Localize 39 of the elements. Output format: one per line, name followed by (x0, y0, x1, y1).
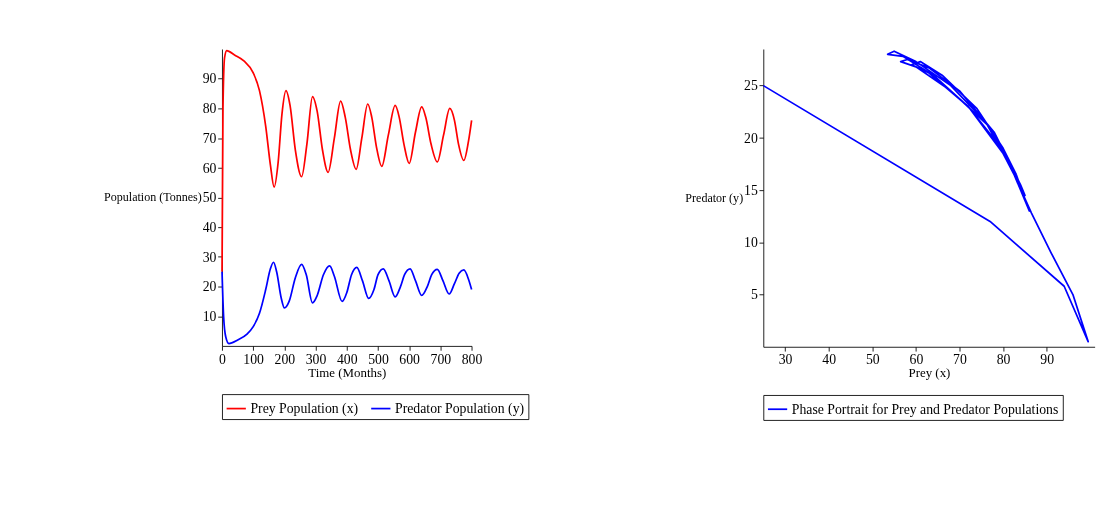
y-axis-title: Population (Tonnes) (104, 190, 202, 205)
x-tick-label: 500 (368, 351, 389, 367)
line-series (762, 50, 1090, 343)
x-tick-label: 50 (865, 352, 880, 368)
y-tick-label: 60 (202, 160, 217, 176)
x-tick-label: 90 (1040, 352, 1055, 368)
x-tick-label: 700 (430, 351, 452, 367)
line-series (221, 49, 473, 273)
legend-label: Predator Population (y) (395, 400, 525, 417)
y-tick-label: 20 (202, 279, 217, 295)
x-tick-label: 400 (336, 351, 358, 367)
x-tick-label: 800 (461, 351, 483, 367)
x-tick-label: 0 (219, 351, 227, 367)
y-tick-label: 20 (744, 130, 758, 146)
x-tick-label: 70 (953, 352, 967, 368)
y-tick-label: 5 (750, 287, 758, 303)
x-tick-label: 30 (778, 352, 793, 368)
x-tick-label: 600 (399, 351, 421, 367)
y-tick-label: 10 (744, 235, 758, 251)
y-tick-label: 10 (202, 309, 217, 325)
x-tick-label: 40 (822, 352, 837, 368)
x-axis-title: Prey (x) (908, 366, 951, 381)
y-tick-label: 30 (202, 249, 217, 265)
y-tick-label: 15 (744, 182, 758, 198)
legend-label: Phase Portrait for Prey and Predator Populations (791, 401, 1059, 417)
y-tick-label: 90 (202, 71, 217, 87)
legend-label: Prey Population (x) (250, 400, 359, 417)
y-tick-label: 40 (202, 219, 217, 235)
x-tick-label: 300 (305, 351, 327, 367)
y-tick-label: 70 (202, 130, 217, 146)
x-axis-title: Time (Months) (308, 365, 387, 380)
x-tick-label: 100 (243, 351, 265, 367)
x-tick-label: 200 (274, 351, 296, 367)
y-tick-label: 50 (202, 190, 217, 206)
y-tick-label: 25 (744, 78, 758, 94)
y-axis-title: Predator (y) (685, 190, 744, 205)
x-tick-label: 80 (996, 352, 1011, 368)
x-tick-label: 60 (909, 352, 924, 368)
y-tick-label: 80 (202, 101, 217, 117)
